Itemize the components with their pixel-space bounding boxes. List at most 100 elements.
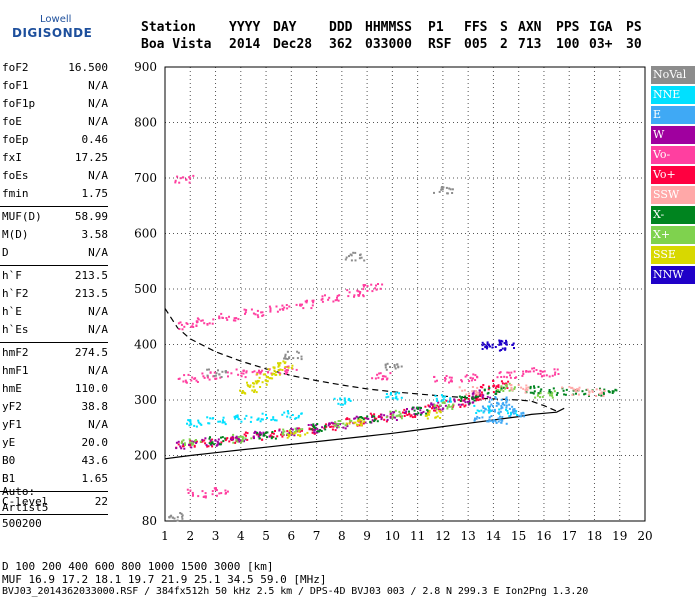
grid-dot (565, 177, 566, 179)
grid-dot (290, 235, 292, 236)
data-point (399, 415, 402, 418)
grid-dot (366, 279, 368, 280)
grid-dot (492, 159, 494, 160)
grid-dot (568, 111, 570, 112)
grid-dot (290, 427, 292, 428)
grid-dot (619, 383, 621, 384)
grid-dot (391, 335, 393, 336)
grid-dot (442, 127, 444, 128)
grid-dot (366, 103, 368, 104)
data-point (211, 445, 214, 448)
y-tick-label: 700 (134, 171, 157, 185)
data-point (513, 370, 516, 373)
grid-dot (425, 122, 426, 123)
grid-dot (549, 399, 550, 401)
data-point (385, 368, 388, 371)
grid-dot (441, 344, 442, 345)
grid-dot (366, 127, 368, 128)
data-point (529, 387, 532, 390)
grid-dot (341, 275, 343, 276)
grid-dot (366, 447, 368, 448)
grid-dot (417, 411, 419, 412)
grid-dot (593, 343, 595, 344)
data-point (490, 415, 493, 418)
grid-dot (417, 263, 419, 264)
data-point (396, 363, 399, 366)
grid-dot (293, 233, 294, 234)
grid-dot (285, 233, 286, 234)
grid-dot (391, 255, 393, 256)
data-point (316, 430, 319, 433)
data-point (481, 416, 484, 419)
grid-dot (240, 327, 242, 328)
grid-dot (215, 199, 217, 200)
grid-dot (265, 127, 267, 128)
data-point (549, 394, 552, 397)
grid-dot (593, 215, 595, 216)
param-name: foEs (2, 169, 29, 182)
grid-dot (189, 131, 191, 132)
grid-dot (518, 187, 520, 188)
grid-dot (240, 163, 242, 164)
grid-dot (391, 135, 393, 136)
data-point (498, 372, 501, 375)
grid-dot (385, 455, 386, 456)
grid-dot (543, 483, 545, 484)
grid-dot (585, 455, 586, 456)
grid-dot (316, 367, 318, 368)
grid-dot (568, 271, 570, 272)
grid-dot (442, 303, 444, 304)
data-point (284, 355, 287, 358)
grid-dot (565, 399, 566, 401)
grid-dot (301, 122, 302, 123)
grid-dot (492, 499, 494, 500)
grid-dot (467, 227, 469, 228)
grid-dot (593, 375, 595, 376)
grid-dot (240, 463, 242, 464)
grid-dot (543, 283, 545, 284)
grid-dot (629, 455, 630, 456)
data-point (371, 419, 374, 422)
data-point (462, 399, 465, 402)
grid-dot (240, 79, 242, 80)
data-point (234, 441, 237, 444)
data-point (310, 423, 313, 426)
grid-dot (240, 279, 242, 280)
grid-dot (413, 399, 414, 401)
grid-dot (543, 239, 545, 240)
grid-dot (215, 283, 217, 284)
grid-dot (568, 519, 570, 520)
param-name: h`F2 (2, 287, 29, 300)
grid-dot (492, 411, 494, 412)
grid-dot (467, 263, 469, 264)
grid-dot (417, 291, 419, 292)
data-point (221, 317, 224, 319)
data-point (488, 411, 491, 414)
auto-label: Auto: (2, 485, 36, 498)
grid-dot (240, 159, 242, 160)
grid-dot (492, 203, 494, 204)
data-point (495, 385, 498, 388)
data-point (503, 342, 506, 345)
grid-dot (493, 177, 494, 179)
grid-dot (593, 111, 595, 112)
grid-dot (593, 122, 594, 123)
grid-dot (429, 177, 430, 179)
grid-dot (265, 323, 267, 324)
grid-dot (429, 399, 430, 401)
grid-dot (421, 177, 422, 179)
data-point (174, 179, 177, 182)
grid-dot (215, 219, 217, 220)
grid-dot (593, 179, 595, 180)
grid-dot (619, 119, 621, 120)
grid-dot (369, 455, 370, 456)
data-point (258, 371, 261, 374)
grid-dot (189, 239, 191, 240)
data-point (571, 386, 574, 389)
grid-dot (290, 191, 292, 192)
grid-dot (597, 399, 598, 401)
grid-dot (341, 91, 343, 92)
grid-dot (316, 183, 318, 184)
grid-dot (325, 399, 326, 401)
data-point (334, 421, 336, 424)
